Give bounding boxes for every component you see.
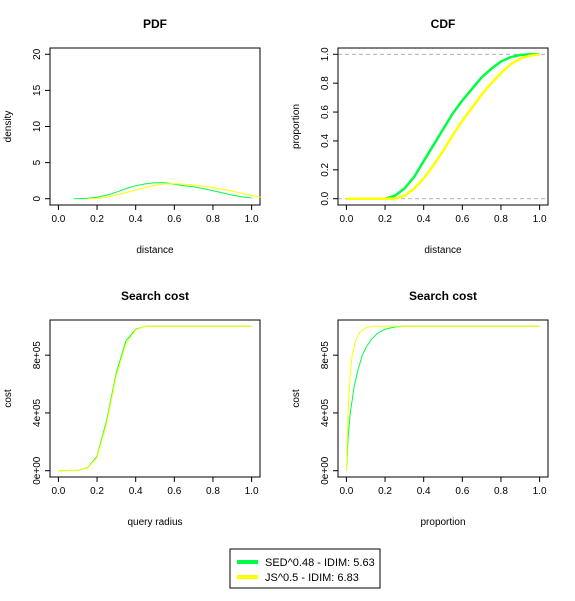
x-tick-label: 0.0 [339,214,353,225]
x-tick-label: 0.2 [378,214,392,225]
x-tick-label: 0.2 [90,486,104,497]
series-line-green [346,54,539,198]
plot-frame [338,320,548,477]
x-axis-label: distance [136,245,174,256]
y-tick-label: 0.8 [320,76,331,90]
y-axis-label: cost [3,389,14,408]
x-axis-label: distance [424,245,462,256]
x-tick-label: 0.6 [167,486,181,497]
panel-cost-proportion: Search cost 0.0 0.2 0.4 0.6 0.8 1.0 0e+00 4e+05 8… [291,289,548,528]
series-line-yellow [346,54,539,198]
y-tick-label: 0.2 [320,162,331,176]
x-tick-label: 0.0 [51,214,65,225]
chart-title: PDF [143,17,167,31]
x-tick-label: 0.8 [206,214,220,225]
y-axis-label: proportion [291,104,302,149]
x-tick-label: 0.8 [494,214,508,225]
panel-cdf: CDF 0.0 0.2 0.4 0.6 0.8 1.0 0.0 0.2 0.4 0.6 0.8 1.0 d… [291,17,548,256]
y-tick-label: 8e+05 [32,341,43,370]
y-tick-label: 4e+05 [32,398,43,427]
x-tick-label: 0.8 [206,486,220,497]
legend: SED^0.48 - IDIM: 5.63 JS^0.5 - IDIM: 6.8… [230,549,380,588]
x-axis-label: proportion [420,517,465,528]
series-line-yellow [346,326,539,470]
y-tick-label: 0.0 [320,191,331,205]
series-line-yellow [58,326,251,470]
series-line-green [346,326,539,470]
x-tick-label: 0.4 [417,214,431,225]
y-tick-label: 0e+00 [320,456,331,485]
x-tick-label: 0.0 [51,486,65,497]
x-tick-label: 0.6 [455,486,469,497]
x-tick-label: 0.0 [339,486,353,497]
y-tick-label: 15 [32,84,43,96]
legend-label-green: SED^0.48 - IDIM: 5.63 [265,557,375,569]
y-tick-label: 5 [32,159,43,165]
chart-title: Search cost [121,289,189,303]
y-axis-label: density [3,111,14,143]
y-axis-label: cost [291,389,302,408]
x-tick-label: 1.0 [245,214,259,225]
y-tick-label: 0e+00 [32,456,43,485]
y-tick-label: 1.0 [320,47,331,61]
y-tick-label: 4e+05 [320,398,331,427]
x-axis-label: query radius [127,517,182,528]
legend-label-yellow: JS^0.5 - IDIM: 6.83 [265,572,359,584]
x-tick-label: 0.2 [90,214,104,225]
x-tick-label: 0.8 [494,486,508,497]
panel-pdf: PDF 0.0 0.2 0.4 0.6 0.8 1.0 0 5 10 15 20 distance den… [3,17,261,256]
x-tick-label: 0.4 [417,486,431,497]
plot-frame [50,48,260,205]
panel-cost-radius: Search cost 0.0 0.2 0.4 0.6 0.8 1.0 0e+00 4e+05 8… [3,289,260,528]
x-tick-label: 0.4 [129,214,143,225]
y-tick-label: 8e+05 [320,341,331,370]
y-tick-label: 0.4 [320,134,331,148]
y-tick-label: 10 [32,121,43,133]
series-line-green [58,326,251,470]
series-line-yellow [87,184,261,199]
chart-title: CDF [431,17,456,31]
x-tick-label: 1.0 [245,486,259,497]
plot-frame [50,320,260,477]
plot-frame [338,48,548,205]
chart-title: Search cost [409,289,477,303]
x-tick-label: 0.2 [378,486,392,497]
y-tick-label: 0 [32,196,43,202]
series-line-green [74,183,252,199]
x-tick-label: 0.6 [455,214,469,225]
x-tick-label: 0.4 [129,486,143,497]
x-tick-label: 1.0 [533,214,547,225]
x-tick-label: 1.0 [533,486,547,497]
y-tick-label: 20 [32,48,43,60]
y-tick-label: 0.6 [320,105,331,119]
x-tick-label: 0.6 [167,214,181,225]
